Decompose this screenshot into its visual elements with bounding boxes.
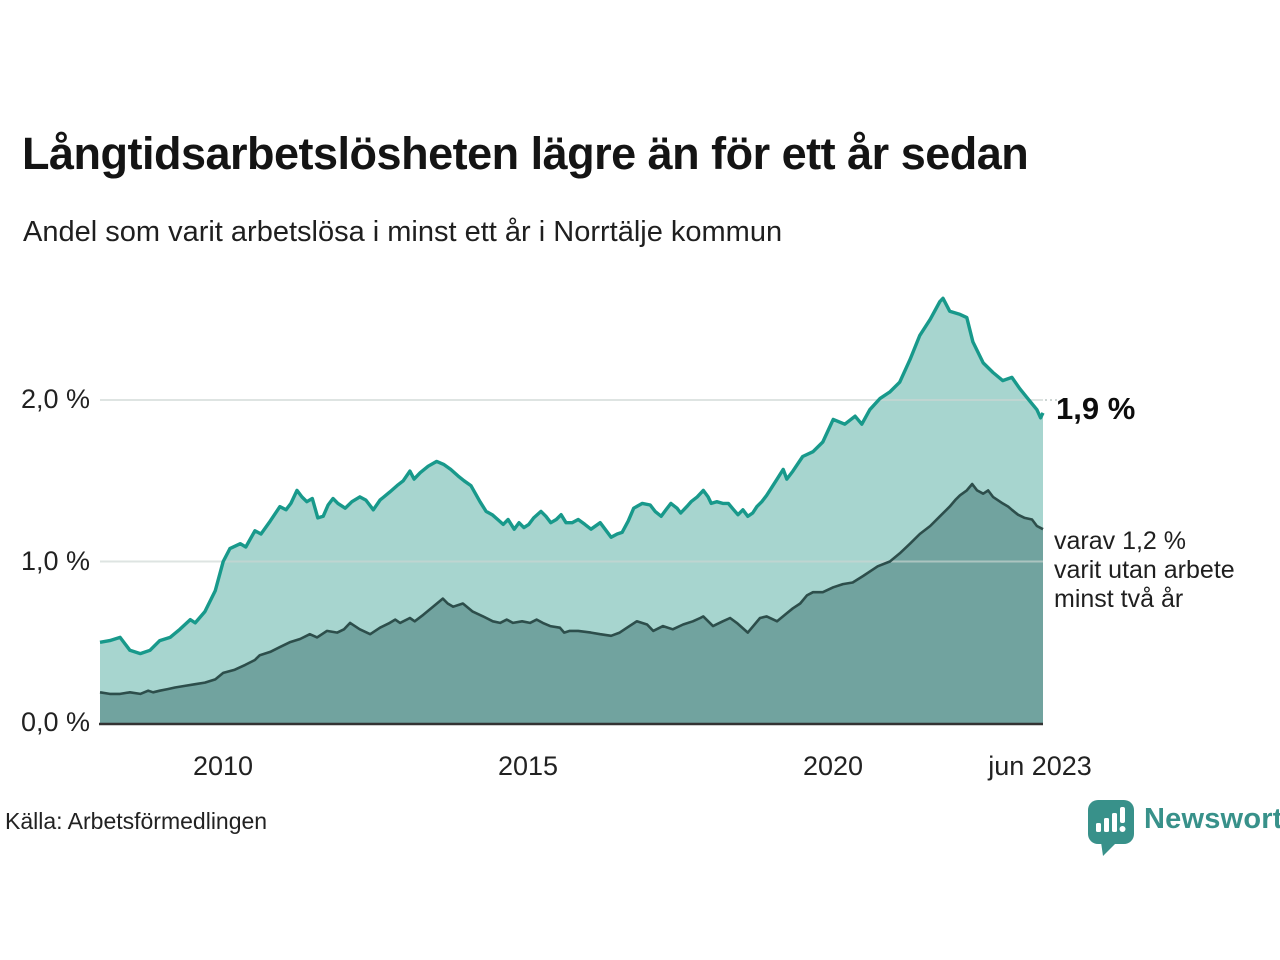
x-tick-2020: 2020 [802,751,864,781]
secondary-label-line-1: varav 1,2 % [1054,527,1187,555]
series-1yr-line [99,296,1045,656]
series-2yr-line [99,482,1044,696]
y-tick-1-0: 1,0 % [21,546,91,576]
secondary-label-line-3: minst två år [1054,585,1184,613]
x-tick-2015: 2015 [497,751,559,781]
newsworthy-logo-icon [1088,800,1134,856]
newsworthy-logo-text: Newsworthy [1144,803,1280,835]
x-tick-2010: 2010 [192,751,254,781]
secondary-series-label: varav 1,2 % varit utan arbete minst två … [1054,527,1235,614]
source-note: Källa: Arbetsförmedlingen [5,808,268,834]
y-tick-0-0: 0,0 % [21,707,91,737]
series-2yr-area [100,484,1043,723]
chart-subtitle: Andel som varit arbetslösa i minst ett å… [23,216,783,248]
page-title: Långtidsarbetslösheten lägre än för ett … [22,128,1029,179]
latest-value-label: 1,9 % [1056,391,1136,426]
y-tick-2-0: 2,0 % [21,384,91,414]
secondary-label-line-2: varit utan arbete [1054,556,1235,584]
x-tick-jun-2023: jun 2023 [988,751,1092,781]
